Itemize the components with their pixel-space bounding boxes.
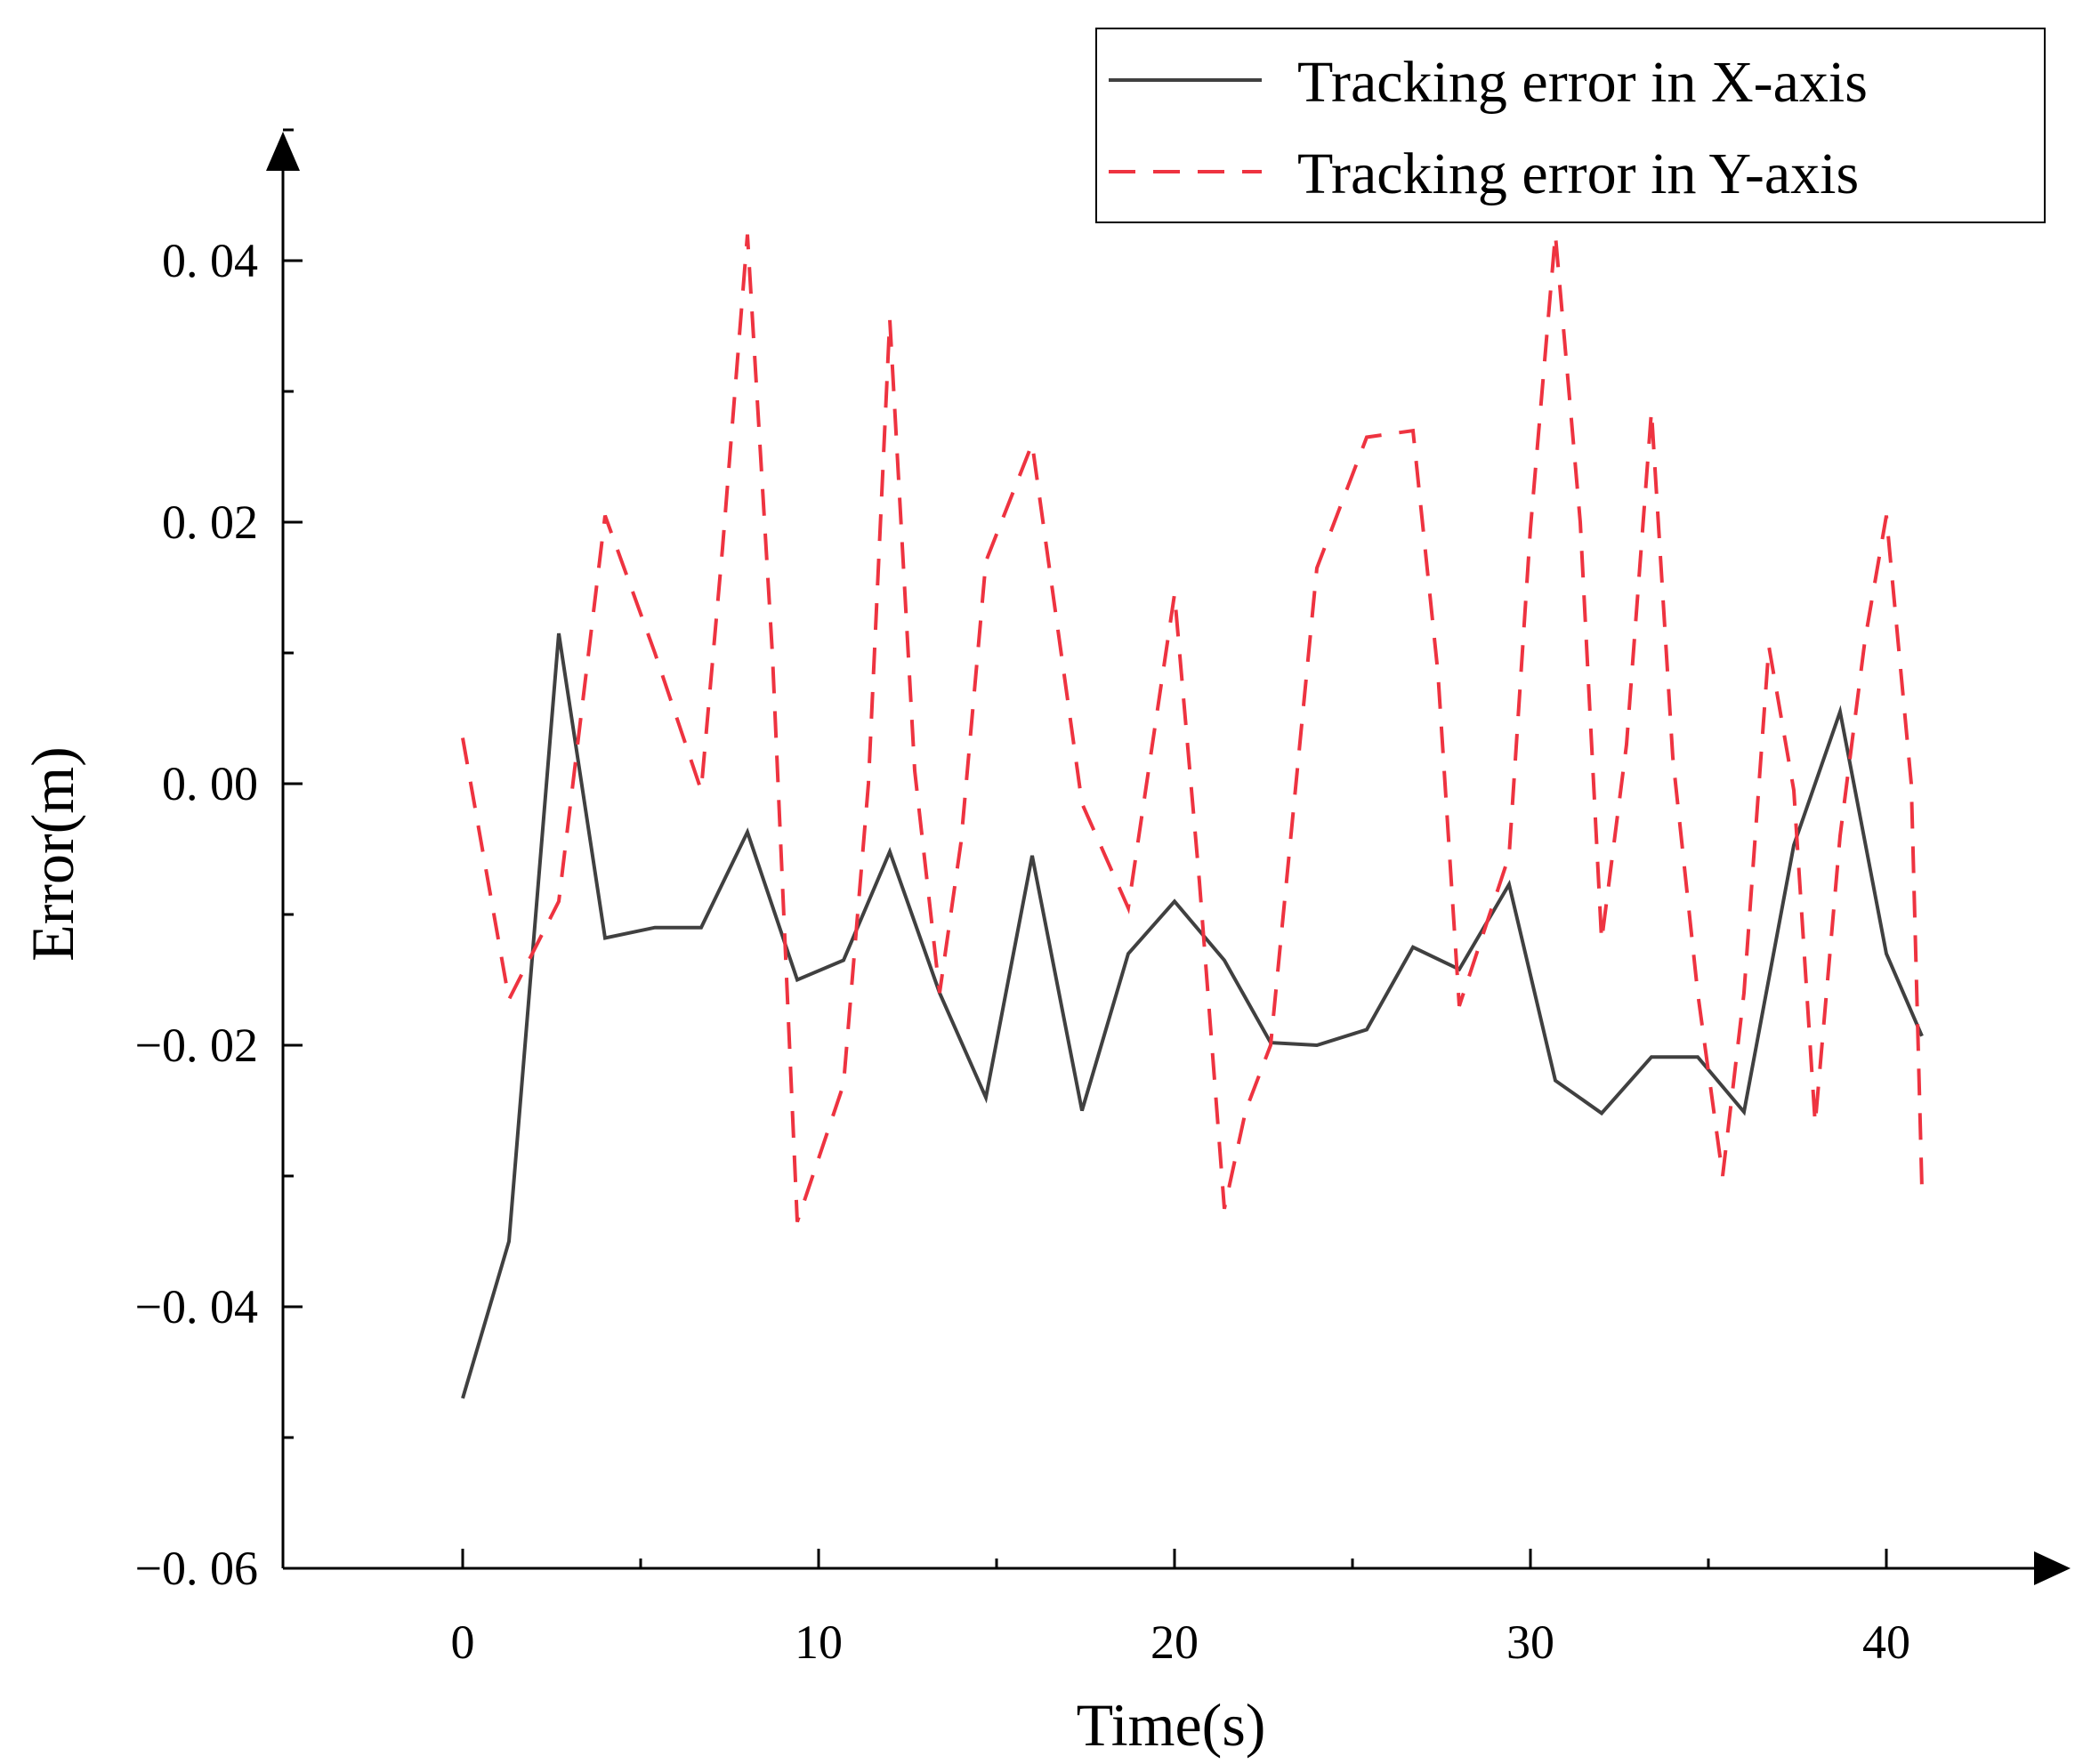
y-tick-label: −0. 04 bbox=[135, 1280, 258, 1333]
axes bbox=[266, 132, 2071, 1585]
y-axis-ticks: −0. 06 −0. 04 −0. 02 0. 00 0. 02 0. 04 bbox=[135, 128, 303, 1595]
legend-label-y-axis: Tracking error in Y-axis bbox=[1297, 141, 1859, 206]
y-axis-arrow bbox=[266, 132, 300, 171]
x-tick-label: 30 bbox=[1506, 1615, 1554, 1669]
legend-label-x-axis: Tracking error in X-axis bbox=[1297, 50, 1868, 115]
x-tick-label: 0 bbox=[451, 1615, 475, 1669]
x-axis-ticks: 0 10 20 30 40 bbox=[451, 1549, 1910, 1669]
y-tick-label: 0. 00 bbox=[162, 757, 258, 810]
x-axis-title: Time(s) bbox=[1077, 1691, 1266, 1759]
x-tick-label: 10 bbox=[795, 1615, 843, 1669]
legend-box bbox=[1095, 28, 2046, 223]
series-line-y-axis-error bbox=[461, 234, 1924, 1223]
y-tick-label: 0. 04 bbox=[162, 234, 258, 287]
legend: Tracking error in X-axis Tracking error … bbox=[1095, 28, 2046, 223]
y-tick-label: 0. 02 bbox=[162, 495, 258, 549]
y-tick-label: −0. 02 bbox=[135, 1019, 258, 1072]
x-tick-label: 20 bbox=[1150, 1615, 1199, 1669]
x-axis-arrow bbox=[2034, 1551, 2071, 1585]
x-tick-label: 40 bbox=[1862, 1615, 1910, 1669]
series-line-x-axis-error bbox=[461, 632, 1924, 1399]
y-axis-title: Error(m) bbox=[19, 746, 86, 962]
series-layer bbox=[461, 234, 1924, 1399]
y-tick-label: −0. 06 bbox=[135, 1542, 258, 1595]
